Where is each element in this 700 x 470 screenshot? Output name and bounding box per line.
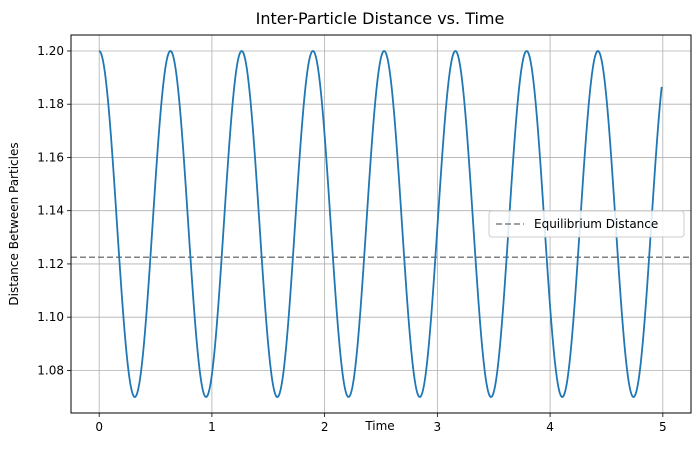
y-tick-label: 1.12 (37, 257, 64, 271)
x-tick-label: 2 (321, 420, 329, 434)
legend: Equilibrium Distance (488, 210, 685, 238)
chart-title: Inter-Particle Distance vs. Time (256, 9, 505, 28)
x-ticks: 0 1 2 3 4 5 (95, 413, 667, 434)
y-tick-label: 1.10 (37, 310, 64, 324)
x-tick-label: 1 (208, 420, 216, 434)
x-tick-label: 4 (546, 420, 554, 434)
y-tick-label: 1.16 (37, 150, 64, 164)
axes-frame (70, 34, 692, 414)
y-tick-label: 1.20 (37, 44, 64, 58)
x-tick-label: 5 (659, 420, 667, 434)
plot-area (71, 49, 691, 399)
legend-label-equilibrium: Equilibrium Distance (534, 217, 658, 231)
x-tick-label: 3 (434, 420, 442, 434)
y-ticks: 1.08 1.10 1.12 1.14 1.16 1.18 1.20 (37, 44, 71, 377)
x-axis-label: Time (364, 419, 394, 433)
x-tick-label: 0 (95, 420, 103, 434)
y-tick-label: 1.08 (37, 363, 64, 377)
y-tick-label: 1.14 (37, 204, 64, 218)
distance-series-line (98, 49, 663, 399)
y-axis-label: Distance Between Particles (7, 142, 21, 305)
legend-box (488, 210, 685, 238)
y-tick-label: 1.18 (37, 97, 64, 111)
